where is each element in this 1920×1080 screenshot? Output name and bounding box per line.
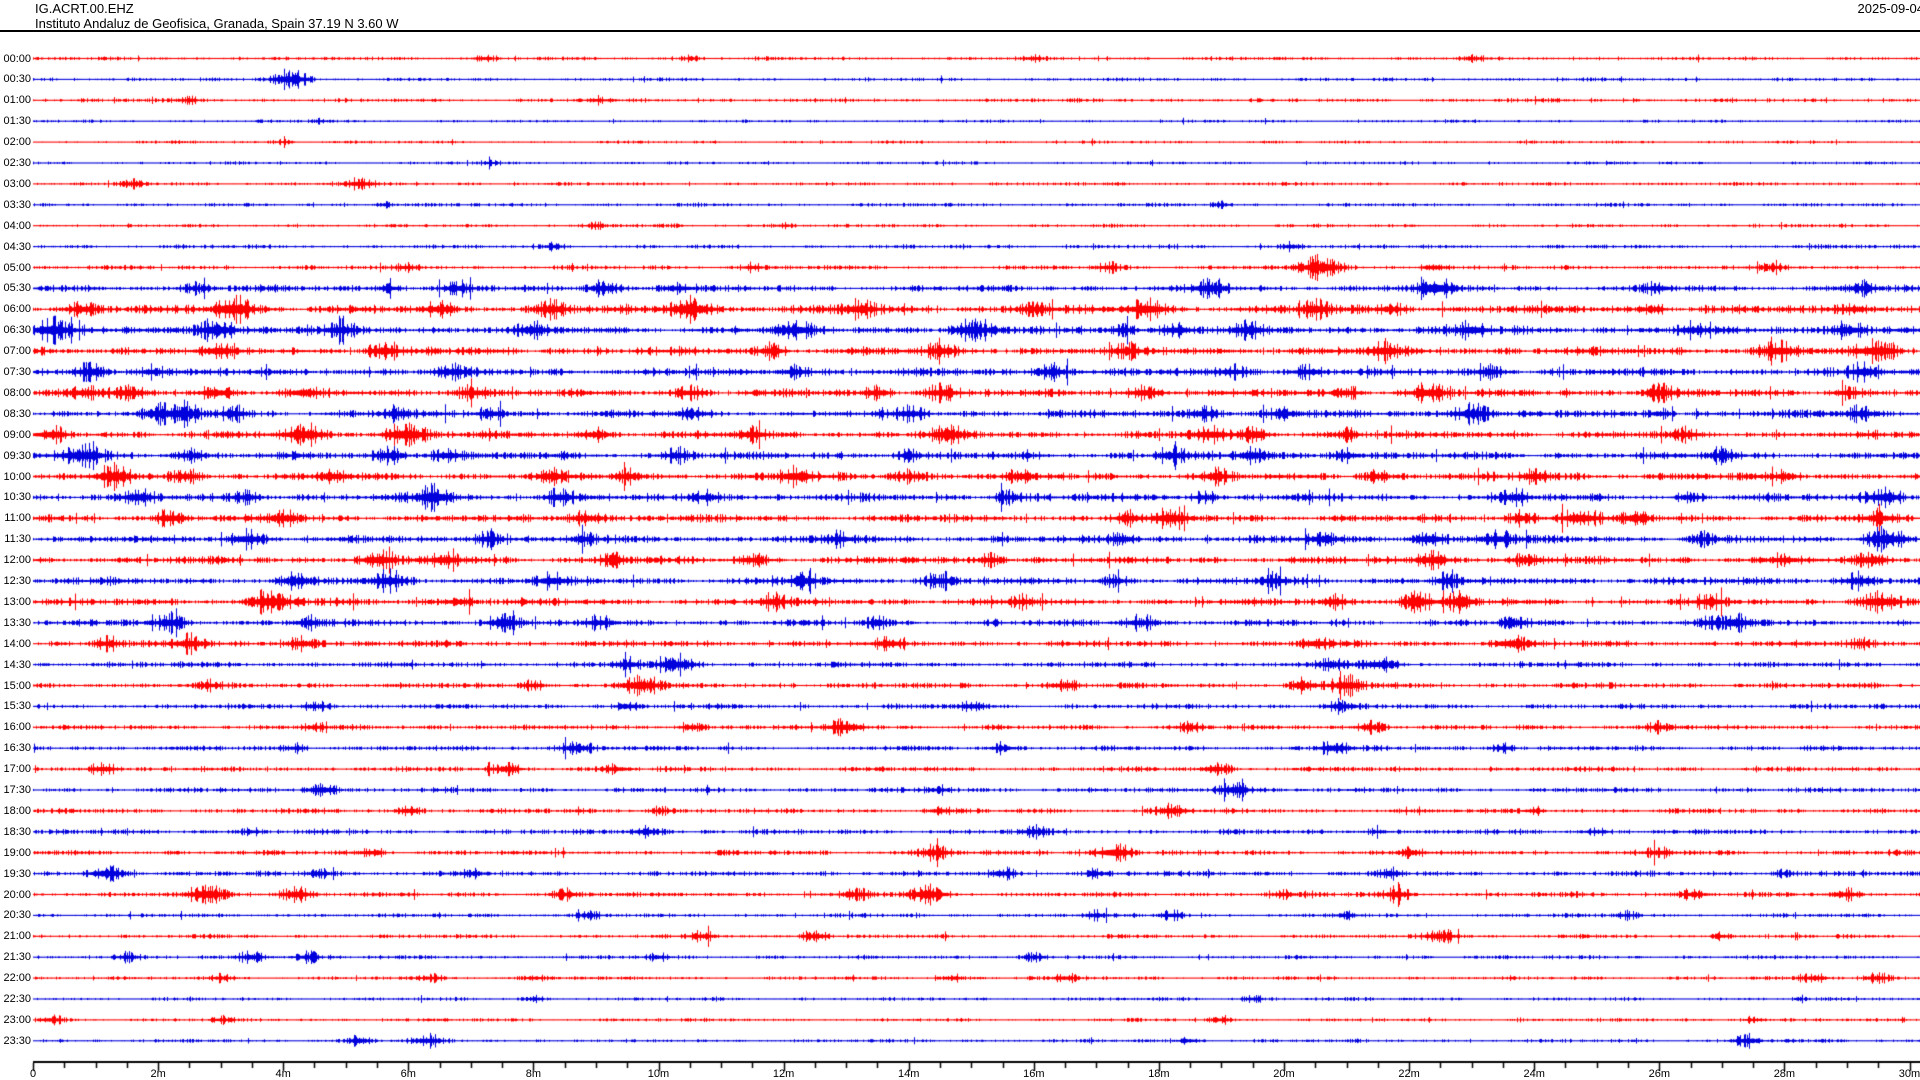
axis-tick-label: 26m (1648, 1068, 1670, 1080)
row-time-label: 13:00 (3, 595, 31, 608)
axis-tick-label: 2m (150, 1068, 166, 1080)
row-time-label: 16:00 (3, 721, 31, 734)
row-time-label: 15:00 (3, 679, 31, 692)
row-time-label: 02:30 (3, 157, 31, 169)
axis-tick-label: 0 (29, 1068, 37, 1080)
row-time-label: 19:30 (3, 867, 31, 880)
axis-tick-label: 18m (1148, 1068, 1170, 1080)
row-time-label: 17:00 (3, 763, 31, 776)
row-time-label: 06:00 (3, 303, 31, 316)
row-time-label: 04:00 (3, 219, 31, 232)
row-time-label: 17:30 (3, 784, 31, 796)
row-time-label: 11:00 (4, 512, 31, 525)
axis-tick-label: 12m (772, 1068, 795, 1080)
row-time-label: 12:00 (3, 554, 31, 567)
row-time-label: 06:30 (3, 324, 31, 337)
axis-tick-label: 8m (525, 1068, 542, 1080)
row-time-label: 03:30 (3, 198, 31, 211)
row-time-label: 02:00 (3, 136, 31, 149)
axis-tick-label: 6m (400, 1068, 416, 1080)
row-time-label: 07:30 (3, 366, 31, 378)
row-time-label: 03:00 (3, 177, 31, 190)
row-time-label: 13:30 (3, 616, 31, 629)
row-time-label: 15:30 (3, 700, 31, 713)
row-time-label: 01:00 (3, 94, 31, 107)
axis-tick-label: 30m (1898, 1068, 1920, 1080)
axis-tick-label: 22m (1398, 1068, 1420, 1080)
axis-tick-label: 4m (275, 1068, 291, 1080)
row-time-label: 10:30 (3, 491, 31, 504)
row-time-label: 09:00 (3, 428, 31, 441)
row-time-label: 07:00 (3, 345, 31, 358)
axis-tick-label: 20m (1273, 1068, 1295, 1080)
row-time-label: 12:30 (3, 575, 31, 587)
row-time-label: 08:00 (3, 386, 31, 399)
row-time-label: 22:30 (3, 993, 31, 1005)
axis-tick-label: 16m (1023, 1068, 1045, 1080)
row-time-label: 20:00 (3, 888, 31, 901)
row-time-label: 23:00 (3, 1013, 31, 1026)
row-time-label: 05:30 (3, 282, 31, 295)
row-time-label: 04:30 (3, 240, 31, 253)
axis-tick-label: 14m (897, 1068, 920, 1080)
row-time-label: 14:00 (3, 637, 31, 650)
row-time-label: 18:00 (3, 804, 31, 817)
axis-tick-label: 10m (647, 1068, 670, 1080)
row-time-label: 18:30 (3, 825, 31, 838)
row-time-label: 22:00 (3, 972, 31, 985)
axis-tick-label: 24m (1523, 1068, 1545, 1080)
row-time-label: 16:30 (3, 742, 31, 755)
row-time-label: 09:30 (3, 449, 31, 462)
row-time-label: 00:00 (3, 52, 31, 65)
row-time-label: 14:30 (3, 658, 31, 671)
row-time-label: 00:30 (3, 73, 31, 86)
row-time-label: 21:00 (3, 930, 31, 943)
row-time-label: 11:30 (4, 533, 31, 546)
row-time-label: 05:00 (3, 261, 31, 274)
row-time-label: 21:30 (3, 951, 31, 964)
row-time-label: 01:30 (3, 115, 31, 128)
row-time-label: 10:00 (3, 470, 31, 483)
row-time-label: 20:30 (3, 909, 31, 922)
row-time-label: 19:00 (3, 846, 31, 859)
row-time-label: 08:30 (3, 407, 31, 420)
row-time-label: 23:30 (3, 1034, 31, 1047)
axis-tick-label: 28m (1773, 1068, 1796, 1080)
